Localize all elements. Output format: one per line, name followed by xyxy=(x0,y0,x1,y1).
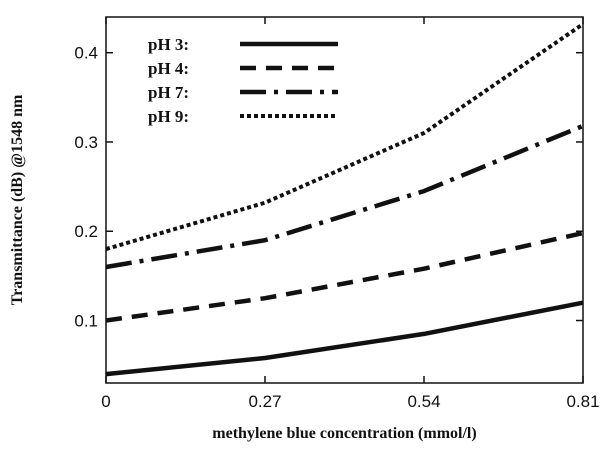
x-axis-title: methylene blue concentration (mmol/l) xyxy=(212,425,476,442)
series-line xyxy=(105,230,584,323)
x-tick-label: 0.27 xyxy=(248,392,281,411)
series-lines xyxy=(105,22,585,377)
series-line xyxy=(105,123,584,270)
y-tick-label: 0.3 xyxy=(74,133,98,152)
y-tick-label: 0.1 xyxy=(74,312,98,331)
legend-label: pH 7: xyxy=(148,83,189,102)
legend-label: pH 3: xyxy=(148,35,189,54)
x-axis: 0 0.27 0.54 0.81 xyxy=(101,17,600,411)
x-tick-label: 0.54 xyxy=(407,392,440,411)
x-tick-label: 0.81 xyxy=(566,392,599,411)
legend-label: pH 9: xyxy=(148,107,189,126)
plot-frame xyxy=(105,16,584,384)
series-line xyxy=(105,22,585,252)
y-axis-title: Transmittance (dB) @1548 nm xyxy=(9,94,26,305)
y-tick-label: 0.2 xyxy=(74,222,98,241)
legend-label: pH 4: xyxy=(148,59,189,78)
series-line xyxy=(105,300,584,377)
x-tick-label: 0 xyxy=(101,392,110,411)
y-axis: 0.1 0.2 0.3 0.4 xyxy=(74,44,583,331)
y-tick-label: 0.4 xyxy=(74,44,98,63)
legend: pH 3: pH 4: pH 7: pH 9: xyxy=(148,35,338,126)
